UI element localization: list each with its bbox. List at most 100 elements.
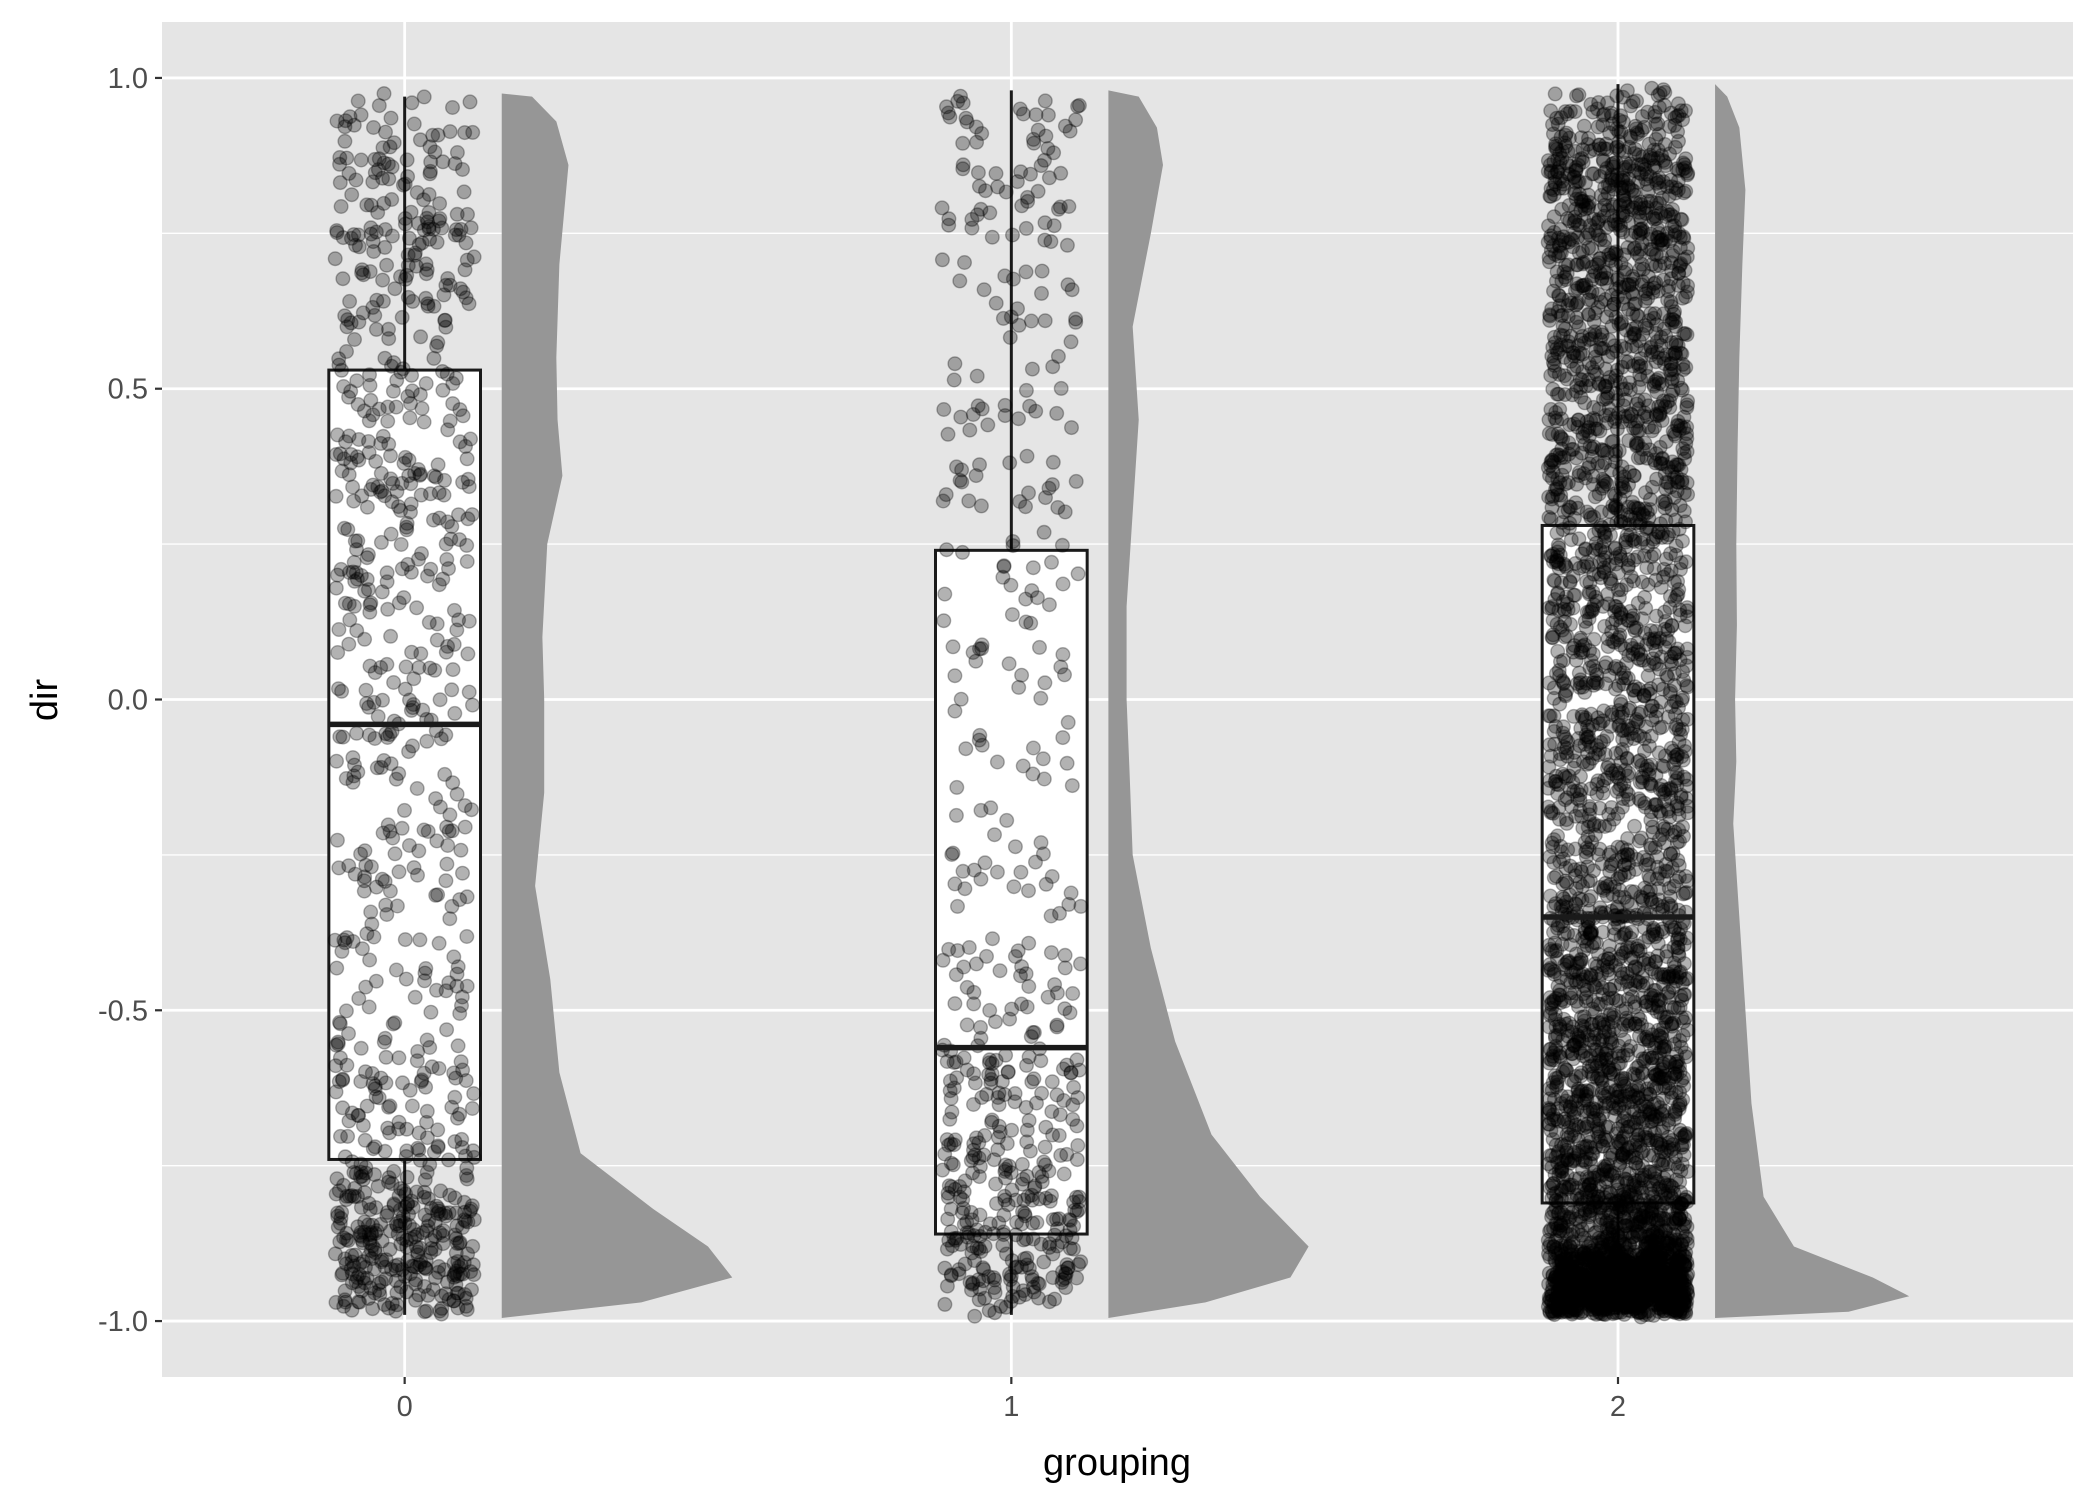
data-point-0 <box>393 1181 409 1197</box>
data-point-0 <box>445 376 461 392</box>
data-point-0 <box>409 1053 425 1069</box>
data-point-0 <box>334 463 350 479</box>
data-point-0 <box>328 1058 344 1074</box>
data-point-0 <box>341 467 357 483</box>
data-point-1 <box>952 273 968 289</box>
data-point-0 <box>332 1014 348 1030</box>
data-point-0 <box>439 819 455 835</box>
data-point-2 <box>1594 458 1610 474</box>
data-point-0 <box>400 389 416 405</box>
data-point-1 <box>967 1075 983 1091</box>
data-point-0 <box>430 457 446 473</box>
data-point-1 <box>1054 537 1070 553</box>
data-point-0 <box>362 658 378 674</box>
data-point-0 <box>363 859 379 875</box>
data-point-0 <box>447 1265 463 1281</box>
data-point-0 <box>466 249 482 265</box>
data-point-0 <box>337 1149 353 1165</box>
data-point-0 <box>434 1306 450 1322</box>
data-point-0 <box>351 239 367 255</box>
data-point-0 <box>336 1177 352 1193</box>
data-point-0 <box>334 683 350 699</box>
data-point-2 <box>1637 799 1653 815</box>
data-point-0 <box>348 565 364 581</box>
data-point-0 <box>426 1144 442 1160</box>
data-point-0 <box>381 171 397 187</box>
data-point-0 <box>452 892 468 908</box>
data-point-0 <box>466 1086 482 1102</box>
data-point-0 <box>404 644 420 660</box>
data-point-0 <box>450 1300 466 1316</box>
half-violins <box>501 84 1910 1318</box>
data-point-0 <box>376 86 392 102</box>
data-point-0 <box>384 1176 400 1192</box>
data-point-0 <box>416 89 432 105</box>
data-point-0 <box>430 127 446 143</box>
data-point-0 <box>457 798 473 814</box>
data-point-0 <box>395 1262 411 1278</box>
data-point-0 <box>394 561 410 577</box>
data-point-2 <box>1571 665 1587 681</box>
data-point-0 <box>329 113 345 129</box>
data-point-0 <box>362 367 378 383</box>
data-point-0 <box>384 191 400 207</box>
data-point-0 <box>431 1203 447 1219</box>
data-point-0 <box>347 533 363 549</box>
data-point-0 <box>435 1236 451 1252</box>
data-point-0 <box>373 465 389 481</box>
data-point-1 <box>1053 380 1069 396</box>
data-point-0 <box>375 272 391 288</box>
data-point-2 <box>1549 141 1565 157</box>
data-point-0 <box>449 786 465 802</box>
data-point-0 <box>338 1003 354 1019</box>
data-point-0 <box>362 952 378 968</box>
data-point-0 <box>383 110 399 126</box>
data-point-0 <box>394 475 410 491</box>
data-point-1 <box>1004 607 1020 623</box>
data-point-0 <box>330 1208 346 1224</box>
data-point-0 <box>343 383 359 399</box>
data-point-0 <box>420 1218 436 1234</box>
data-point-1 <box>997 408 1013 424</box>
data-point-2 <box>1671 858 1687 874</box>
data-point-0 <box>329 225 345 241</box>
data-point-0 <box>397 176 413 192</box>
data-point-1 <box>1051 905 1067 921</box>
data-point-0 <box>394 820 410 836</box>
data-point-1 <box>957 254 973 270</box>
data-point-0 <box>349 449 365 465</box>
data-point-0 <box>386 135 402 151</box>
data-point-1 <box>953 88 969 104</box>
data-point-0 <box>330 1034 346 1050</box>
box-1 <box>934 548 1089 1236</box>
data-point-1 <box>1068 473 1084 489</box>
data-point-1 <box>983 1075 999 1091</box>
data-point-1 <box>950 943 966 959</box>
data-point-0 <box>407 245 423 261</box>
data-point-0 <box>365 1238 381 1254</box>
data-point-1 <box>1033 285 1049 301</box>
data-point-1 <box>1031 1164 1047 1180</box>
data-point-0 <box>444 823 460 839</box>
data-point-0 <box>435 364 451 380</box>
data-point-0 <box>346 768 362 784</box>
data-point-0 <box>399 522 415 538</box>
data-point-1 <box>1068 314 1084 330</box>
data-point-0 <box>449 966 465 982</box>
data-point-0 <box>438 1286 454 1302</box>
data-point-0 <box>348 237 364 253</box>
data-point-0 <box>359 1098 375 1114</box>
data-point-0 <box>337 595 353 611</box>
data-point-1 <box>1028 1095 1044 1111</box>
data-point-1 <box>962 1274 978 1290</box>
data-point-0 <box>414 1072 430 1088</box>
data-point-0 <box>393 364 409 380</box>
data-point-0 <box>344 1188 360 1204</box>
data-point-0 <box>413 646 429 662</box>
data-point-0 <box>429 833 445 849</box>
data-point-1 <box>971 1169 987 1185</box>
data-point-0 <box>373 759 389 775</box>
data-point-0 <box>427 144 443 160</box>
data-point-0 <box>442 413 458 429</box>
data-point-0 <box>375 428 391 444</box>
